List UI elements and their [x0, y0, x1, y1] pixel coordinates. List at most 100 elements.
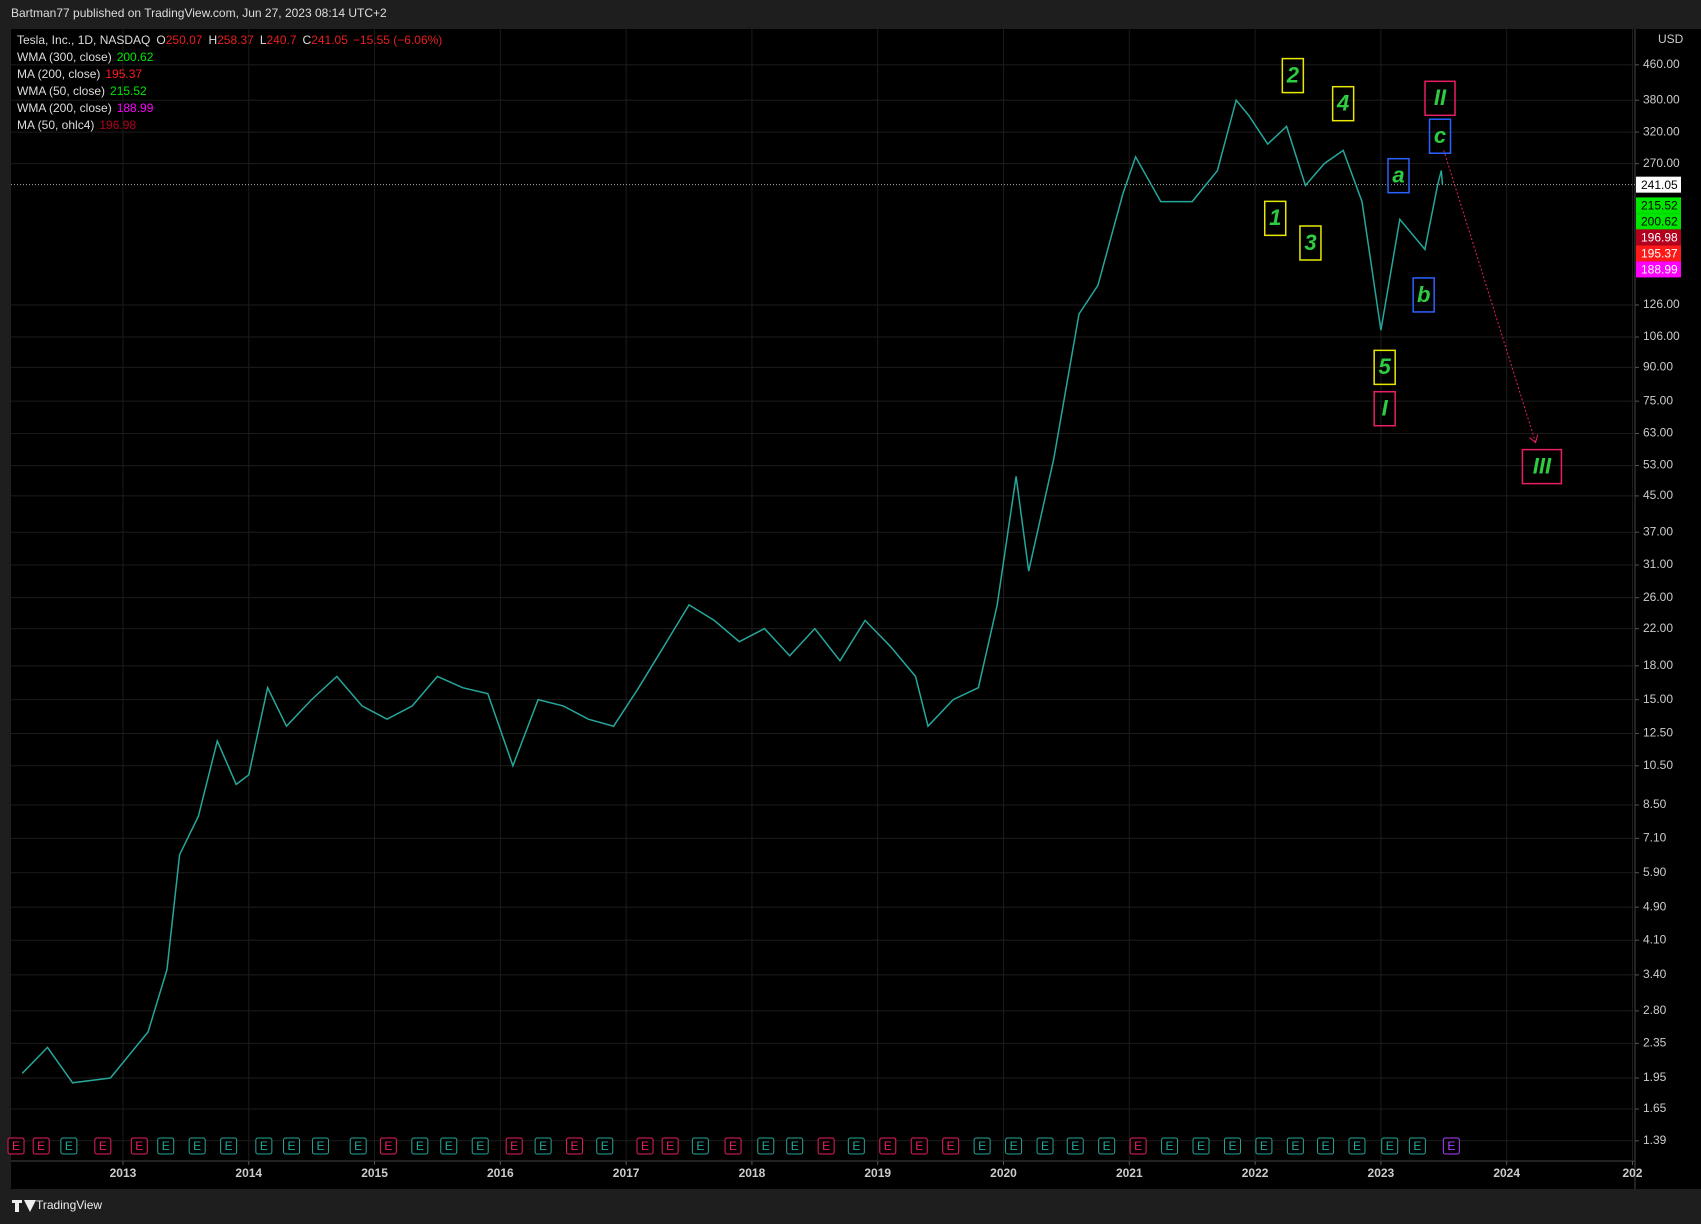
- logo-icon: [12, 1200, 36, 1212]
- earnings-label: E: [384, 1139, 392, 1153]
- y-tick-label: 18.00: [1643, 658, 1673, 672]
- earnings-label: E: [539, 1139, 547, 1153]
- earnings-label: E: [822, 1139, 830, 1153]
- wave-label: 5: [1379, 354, 1392, 379]
- earnings-label: E: [288, 1139, 296, 1153]
- earnings-label: E: [193, 1139, 201, 1153]
- x-tick-label: 2015: [361, 1166, 388, 1180]
- x-tick-label: 2022: [1242, 1166, 1269, 1180]
- x-tick-label: 2018: [739, 1166, 766, 1180]
- price-badge: [1636, 229, 1681, 246]
- indicator-value: 188.99: [117, 101, 154, 115]
- wave-label-box: [1428, 118, 1452, 154]
- indicator-name: WMA (50, close): [17, 84, 105, 98]
- price-badge-label: 196.98: [1641, 231, 1678, 245]
- earnings-label: E: [135, 1139, 143, 1153]
- price-badge: [1636, 245, 1681, 262]
- earnings-marker: [691, 1137, 709, 1155]
- wave-label-box: [1373, 349, 1396, 386]
- price-badge-label: 215.52: [1641, 199, 1678, 213]
- earnings-marker: [757, 1137, 775, 1155]
- earnings-label: E: [978, 1139, 986, 1153]
- earnings-marker: [60, 1137, 78, 1155]
- earnings-label: E: [1103, 1139, 1111, 1153]
- earnings-label: E: [416, 1139, 424, 1153]
- earnings-marker: [1223, 1137, 1241, 1155]
- earnings-marker: [188, 1137, 206, 1155]
- y-tick-label: 22.00: [1643, 621, 1673, 635]
- wave-label-box: [1263, 200, 1287, 237]
- wave-label: a: [1392, 162, 1404, 187]
- earnings-marker: [349, 1137, 367, 1155]
- ohlc-key: L: [260, 33, 267, 47]
- earnings-marker: [636, 1137, 654, 1155]
- earnings-marker: [7, 1137, 25, 1155]
- earnings-label: E: [1413, 1139, 1421, 1153]
- price-badge-label: 241.05: [1641, 178, 1678, 192]
- indicator-legend: MA (200, close) 195.37: [17, 67, 142, 81]
- earnings-label: E: [476, 1139, 484, 1153]
- earnings-marker: [1036, 1137, 1054, 1155]
- y-tick-label: 106.00: [1643, 329, 1680, 343]
- y-tick-label: 7.10: [1643, 831, 1667, 845]
- earnings-label: E: [1010, 1139, 1018, 1153]
- earnings-label: E: [1071, 1139, 1079, 1153]
- x-tick-label: 2019: [864, 1166, 891, 1180]
- earnings-marker: [724, 1137, 742, 1155]
- ohlc-value: 250.07: [166, 33, 203, 47]
- earnings-marker: [1408, 1137, 1426, 1155]
- wave-label: I: [1382, 396, 1389, 421]
- indicator-legend: WMA (300, close) 200.62: [17, 50, 154, 64]
- ohlc-key: O: [156, 33, 165, 47]
- earnings-marker: [220, 1137, 238, 1155]
- price-badge: [1636, 176, 1681, 193]
- earnings-label: E: [445, 1139, 453, 1153]
- wave-label: II: [1434, 85, 1447, 110]
- y-tick-label: 2.35: [1643, 1036, 1667, 1050]
- price-line-series: [21, 98, 1444, 1084]
- earnings-label: E: [260, 1139, 268, 1153]
- earnings-marker: [471, 1137, 489, 1155]
- earnings-marker: [1098, 1137, 1116, 1155]
- earnings-label: E: [1291, 1139, 1299, 1153]
- wave-label: c: [1434, 123, 1446, 148]
- earnings-marker: [1066, 1137, 1084, 1155]
- earnings-label: E: [1447, 1139, 1455, 1153]
- price-badge: [1636, 261, 1681, 278]
- wave-label: 1: [1269, 205, 1281, 230]
- y-tick-label: 270.00: [1643, 156, 1680, 170]
- earnings-label: E: [601, 1139, 609, 1153]
- price-badge: [1636, 197, 1681, 214]
- indicator-legend: WMA (50, close) 215.52: [17, 84, 147, 98]
- earnings-label: E: [1353, 1139, 1361, 1153]
- earnings-marker: [311, 1137, 329, 1155]
- y-tick-label: 75.00: [1643, 393, 1673, 407]
- ohlc-value: 241.05: [311, 33, 348, 47]
- wave-label: 2: [1286, 62, 1300, 87]
- earnings-marker: [847, 1137, 865, 1155]
- symbol-line: Tesla, Inc., 1D, NASDAQ O250.07 H258.37 L24…: [17, 33, 442, 47]
- indicator-name: WMA (200, close): [17, 101, 112, 115]
- earnings-marker: [1192, 1137, 1210, 1155]
- earnings-label: E: [354, 1139, 362, 1153]
- earnings-label: E: [729, 1139, 737, 1153]
- y-tick-label: 45.00: [1643, 488, 1673, 502]
- y-tick-label: 90.00: [1643, 360, 1673, 374]
- earnings-label: E: [947, 1139, 955, 1153]
- indicator-value: 195.37: [105, 67, 142, 81]
- y-tick-label: 320.00: [1643, 124, 1680, 138]
- earnings-label: E: [1386, 1139, 1394, 1153]
- y-tick-label: 4.90: [1643, 899, 1667, 913]
- wave-label-box: [1373, 390, 1396, 427]
- x-tick-label: 2023: [1368, 1166, 1395, 1180]
- earnings-marker: [786, 1137, 804, 1155]
- currency: USD: [1658, 32, 1684, 46]
- earnings-marker: [32, 1137, 50, 1155]
- y-tick-label: 12.50: [1643, 726, 1673, 740]
- earnings-label: E: [65, 1139, 73, 1153]
- earnings-marker: [1381, 1137, 1399, 1155]
- earnings-label: E: [12, 1139, 20, 1153]
- footer-brand: TradingView: [36, 1198, 102, 1212]
- earnings-marker: [1317, 1137, 1335, 1155]
- x-tick-label: 2016: [487, 1166, 514, 1180]
